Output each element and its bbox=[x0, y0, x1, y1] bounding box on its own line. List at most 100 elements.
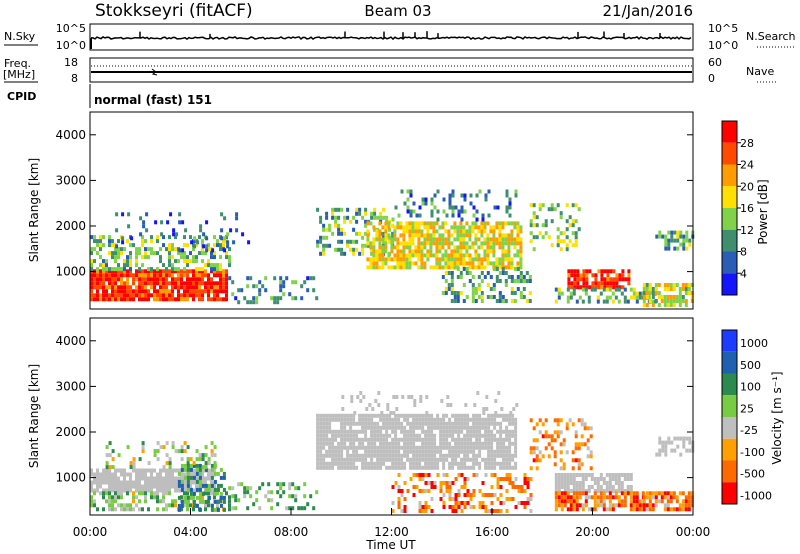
heat-cell bbox=[108, 285, 111, 290]
heat-cell bbox=[174, 267, 177, 272]
heat-cell bbox=[477, 265, 481, 270]
heat-cell bbox=[457, 465, 461, 470]
heat-cell bbox=[565, 227, 569, 232]
heat-cell bbox=[102, 267, 105, 272]
heat-cell bbox=[126, 488, 129, 493]
heat-cell bbox=[605, 287, 609, 292]
heat-cell bbox=[213, 281, 216, 286]
heat-cell bbox=[319, 445, 323, 450]
heat-cell bbox=[690, 499, 694, 504]
heat-cell bbox=[496, 509, 500, 513]
heat-cell bbox=[331, 231, 335, 236]
heat-cell bbox=[186, 467, 190, 472]
heat-cell bbox=[370, 215, 374, 220]
heat-cell bbox=[385, 441, 389, 446]
heat-cell bbox=[463, 209, 467, 214]
heat-cell bbox=[501, 233, 505, 238]
heat-cell bbox=[147, 267, 150, 272]
heat-cell bbox=[303, 482, 307, 487]
heat-cell bbox=[529, 450, 533, 455]
heat-cell bbox=[441, 237, 445, 242]
heat-cell bbox=[180, 476, 183, 481]
heat-cell bbox=[496, 461, 500, 466]
heat-cell bbox=[430, 417, 434, 422]
heat-cell bbox=[346, 461, 350, 466]
heat-cell bbox=[690, 283, 694, 287]
heat-cell bbox=[358, 211, 362, 216]
heat-cell bbox=[237, 498, 241, 503]
freq-label: Freq. bbox=[4, 57, 31, 70]
heat-cell bbox=[117, 267, 120, 272]
heat-cell bbox=[108, 293, 111, 298]
heat-cell bbox=[144, 484, 147, 489]
heat-cell bbox=[426, 249, 430, 254]
heat-cell bbox=[535, 215, 539, 220]
heat-cell bbox=[288, 494, 292, 499]
heat-cell bbox=[409, 437, 413, 442]
heat-cell bbox=[359, 399, 363, 403]
heat-cell bbox=[352, 437, 356, 442]
heat-cell bbox=[361, 251, 365, 256]
heat-cell bbox=[382, 417, 386, 422]
heat-cell bbox=[587, 507, 591, 512]
heat-cell bbox=[460, 509, 464, 513]
colorbar-tick-label: 12 bbox=[740, 224, 754, 237]
heat-cell bbox=[379, 441, 383, 446]
heat-cell bbox=[393, 233, 397, 238]
heat-cell bbox=[654, 299, 658, 303]
heat-cell bbox=[180, 273, 183, 278]
heat-cell bbox=[189, 269, 192, 274]
heat-cell bbox=[337, 215, 341, 220]
heat-cell bbox=[205, 244, 209, 249]
heat-cell bbox=[388, 425, 392, 430]
heat-cell bbox=[567, 277, 571, 282]
heat-cell bbox=[457, 421, 461, 426]
heat-cell bbox=[456, 237, 460, 242]
heat-cell bbox=[563, 485, 567, 489]
heat-cell bbox=[487, 461, 491, 466]
heat-cell bbox=[430, 201, 434, 206]
heat-cell bbox=[465, 221, 469, 226]
heat-cell bbox=[183, 495, 187, 500]
heat-cell bbox=[512, 407, 516, 411]
heat-cell bbox=[282, 490, 286, 495]
heat-cell bbox=[334, 461, 338, 466]
heat-cell bbox=[424, 417, 428, 422]
heat-cell bbox=[141, 441, 145, 446]
heat-cell bbox=[144, 255, 147, 260]
heat-cell bbox=[234, 296, 238, 301]
heat-cell bbox=[297, 506, 301, 511]
heat-cell bbox=[192, 503, 196, 508]
heat-cell bbox=[444, 261, 448, 266]
heat-cell bbox=[459, 291, 463, 295]
heat-cell bbox=[454, 413, 458, 418]
heat-cell bbox=[394, 417, 398, 422]
heat-cell bbox=[343, 413, 347, 418]
heat-cell bbox=[450, 261, 454, 266]
heat-cell bbox=[316, 465, 320, 470]
heat-cell bbox=[482, 407, 486, 411]
heat-cell bbox=[219, 475, 223, 480]
heat-cell bbox=[285, 276, 289, 281]
heat-cell bbox=[385, 449, 389, 454]
heat-cell bbox=[189, 293, 192, 298]
heat-cell bbox=[190, 240, 194, 245]
heat-cell bbox=[487, 457, 491, 462]
heat-cell bbox=[403, 505, 407, 509]
heat-cell bbox=[502, 437, 506, 442]
heat-cell bbox=[222, 507, 226, 512]
heat-cell bbox=[519, 245, 523, 250]
heat-cell bbox=[364, 231, 368, 236]
heat-cell bbox=[246, 276, 250, 281]
heat-cell bbox=[418, 445, 422, 450]
heat-cell bbox=[451, 433, 455, 438]
heat-cell bbox=[243, 486, 247, 491]
heat-cell bbox=[457, 489, 461, 493]
heat-cell bbox=[562, 466, 566, 471]
heat-cell bbox=[648, 503, 652, 508]
heat-cell bbox=[420, 257, 424, 262]
heat-cell bbox=[635, 491, 639, 496]
heat-cell bbox=[511, 417, 515, 422]
heat-cell bbox=[429, 225, 433, 230]
heat-cell bbox=[162, 293, 165, 298]
